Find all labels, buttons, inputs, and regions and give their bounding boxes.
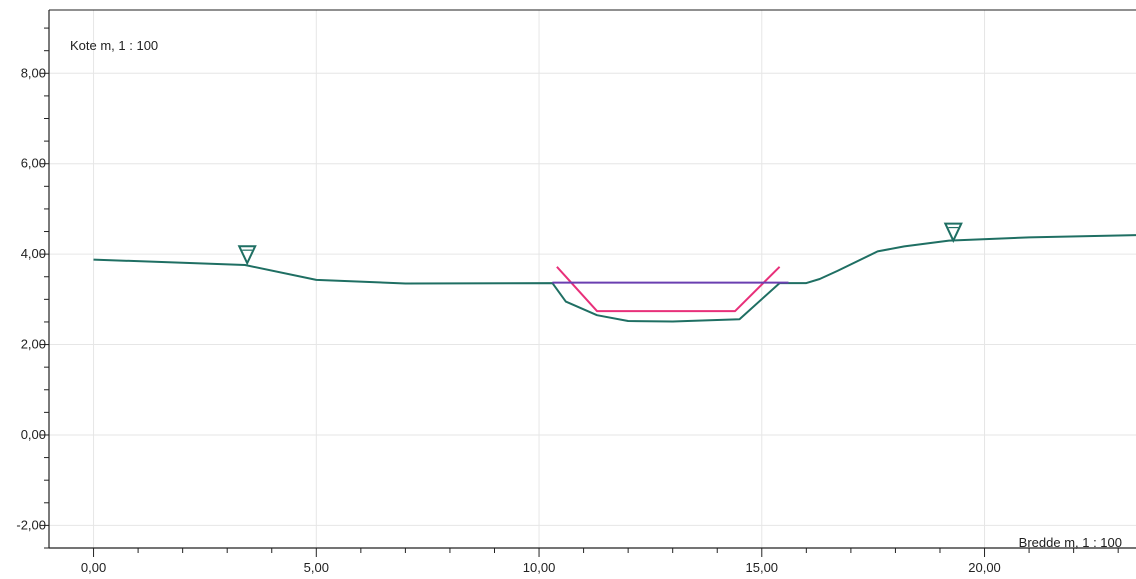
y-tick-label: 6,00 [21,156,46,171]
y-axis-label: Kote m, 1 : 100 [70,38,158,53]
x-tick-label: 10,00 [523,560,556,575]
marker-group [237,222,963,266]
series-line-1 [93,234,1136,323]
grid [49,10,1136,548]
y-tick-label: -2,00 [16,517,46,532]
x-axis-label: Bredde m, 1 : 100 [1019,535,1122,550]
series-line-2 [556,266,781,313]
y-tick-label: 8,00 [21,65,46,80]
y-tick-label: 4,00 [21,246,46,261]
x-tick-label: 15,00 [746,560,779,575]
x-tick-label: 20,00 [968,560,1001,575]
y-tick-label: 0,00 [21,427,46,442]
y-tick-label: 2,00 [21,337,46,352]
x-tick-label: 5,00 [304,560,329,575]
x-tick-label: 0,00 [81,560,106,575]
axes: -2,00 0,00 2,00 4,00 6,00 8,00 0,00 5,00 10,00 15… [16,9,1136,575]
series-group [93,234,1136,323]
